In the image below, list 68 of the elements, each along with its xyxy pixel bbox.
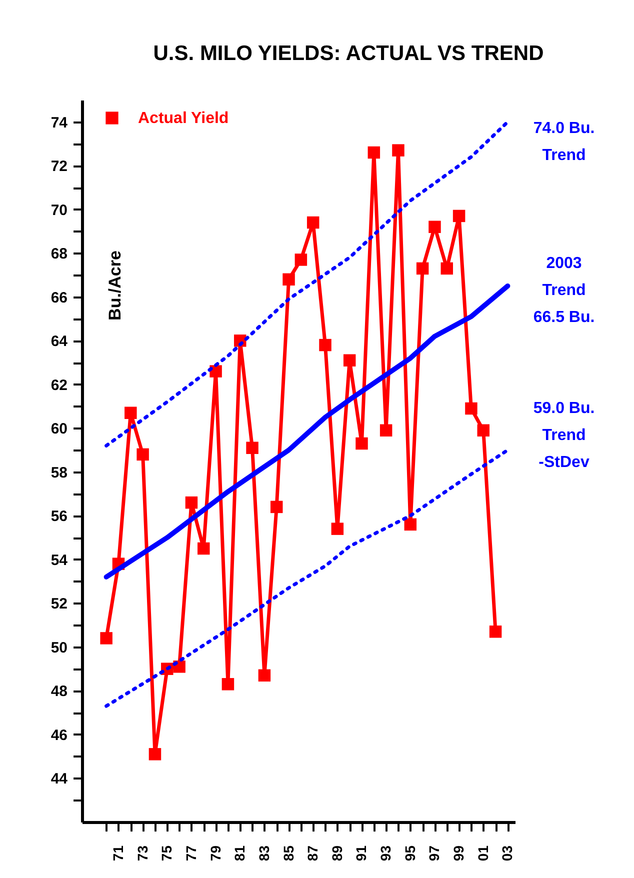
point	[368, 146, 380, 159]
y-tick-label: 66	[50, 289, 68, 306]
legend-label: Actual Yield	[138, 110, 229, 127]
point	[198, 542, 210, 555]
point	[319, 338, 332, 352]
x-tick-label: 87	[304, 845, 321, 862]
y-tick-label: 50	[50, 639, 68, 656]
y-axis-title: Bu./Acre	[106, 250, 124, 320]
x-tick-label: 01	[474, 845, 491, 862]
point	[294, 254, 308, 266]
y-tick-label: 60	[50, 420, 68, 438]
x-tick-label: 81	[232, 845, 248, 862]
x-tick-label: 03	[499, 845, 516, 862]
y-tick-label: 48	[50, 683, 68, 700]
y-tick-label: 72	[50, 158, 68, 176]
point	[452, 210, 466, 222]
y-tick-label: 70	[50, 202, 68, 219]
x-tick-label: 95	[402, 845, 418, 862]
point	[428, 220, 441, 234]
y-tick-label: 44	[50, 770, 68, 788]
y-tick-label: 52	[50, 596, 68, 613]
point	[392, 144, 404, 156]
point	[258, 669, 271, 682]
y-tick-label: 54	[50, 552, 68, 569]
point	[343, 354, 356, 366]
point	[282, 273, 295, 286]
point	[246, 442, 258, 454]
point	[222, 678, 234, 690]
x-tick-label: 97	[426, 845, 442, 862]
y-tick-label: 74	[50, 114, 68, 132]
point	[404, 518, 417, 531]
point	[465, 402, 478, 415]
point	[185, 496, 198, 509]
point	[270, 500, 283, 514]
line-series	[104, 448, 510, 708]
y-tick-label: 46	[50, 726, 68, 744]
x-tick-label: 71	[110, 845, 126, 862]
point	[148, 748, 162, 760]
point	[356, 437, 368, 450]
text: 74.0 Bu. Trend	[533, 120, 595, 164]
x-tick-label: 75	[158, 845, 175, 862]
point	[380, 424, 392, 436]
point	[331, 522, 344, 535]
y-tick-label: 68	[50, 246, 68, 263]
x-tick-label: 79	[207, 845, 224, 862]
y-tick-label: 62	[50, 376, 68, 394]
x-tick-label: 93	[378, 845, 394, 862]
x-tick-label: 91	[353, 845, 370, 862]
text: 59.0 Bu. Trend -StDev	[533, 400, 595, 471]
point	[306, 216, 320, 229]
point	[489, 626, 502, 638]
text: 2003 Trend 66.5 Bu.	[533, 255, 595, 326]
point	[136, 448, 149, 461]
y-tick-label: 58	[50, 464, 68, 482]
point	[440, 262, 454, 275]
chart-title: U.S. MILO YIELDS: ACTUAL VS TREND	[153, 42, 544, 65]
x-tick-label: 99	[450, 845, 467, 862]
x-tick-label: 73	[134, 845, 150, 862]
point	[416, 262, 429, 275]
point	[100, 632, 112, 644]
point	[477, 424, 490, 436]
x-tick-label: 83	[256, 845, 272, 862]
y-tick-label: 56	[50, 508, 68, 526]
x-tick-label: 85	[280, 845, 296, 862]
x-tick-label: 89	[328, 845, 345, 862]
point	[124, 406, 137, 419]
y-tick-label: 64	[50, 333, 68, 350]
x-tick-label: 77	[182, 845, 199, 862]
